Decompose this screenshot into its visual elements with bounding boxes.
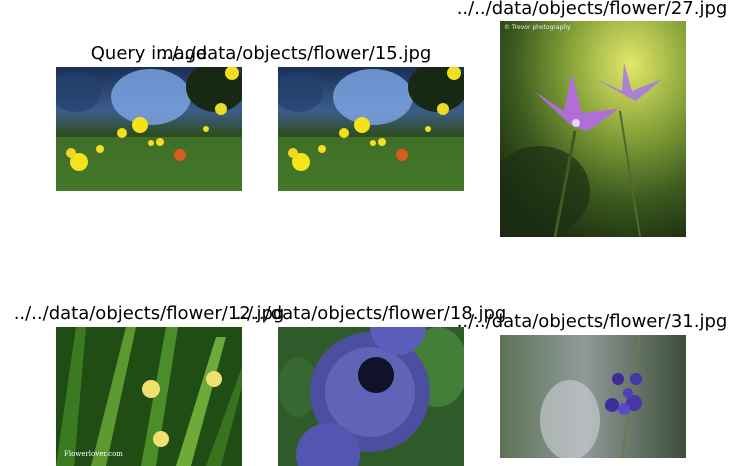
caption-result-1: ../../data/objects/flower/15.jpg — [160, 43, 432, 64]
caption-result-4: ../../data/objects/flower/18.jpg — [235, 303, 507, 324]
result-image-5 — [500, 335, 686, 458]
watermark-text: © Trevor photography — [504, 24, 571, 31]
result-image-1 — [278, 67, 464, 191]
caption-result-3: ../../data/objects/flower/12.jpg — [13, 303, 285, 324]
result-image-2: © Trevor photography — [500, 21, 686, 237]
result-image-4 — [278, 327, 464, 466]
caption-result-5: ../../data/objects/flower/31.jpg — [456, 311, 728, 332]
watermark-text: Flowerlover.com — [64, 450, 123, 458]
caption-query-image: Query image — [90, 43, 208, 64]
result-image-3: Flowerlover.com — [56, 327, 242, 466]
query-image — [56, 67, 242, 191]
caption-result-2: ../../data/objects/flower/27.jpg — [456, 0, 728, 19]
